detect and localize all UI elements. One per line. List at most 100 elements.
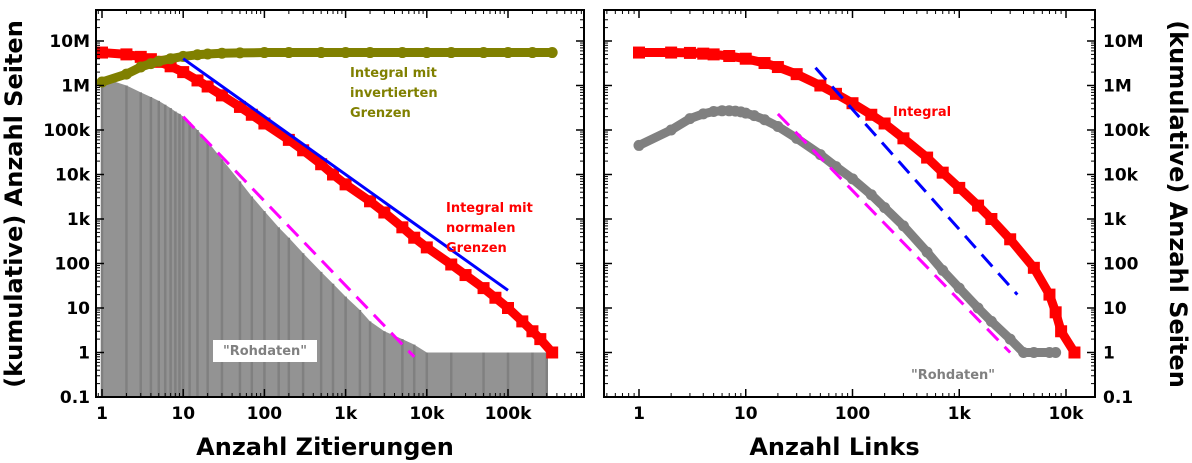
data-point <box>327 168 340 181</box>
data-point <box>339 178 352 191</box>
data-point <box>516 315 529 328</box>
annotation-text: Grenzen <box>446 241 507 256</box>
data-point <box>245 108 258 121</box>
x-tick-label: 10 <box>734 404 758 424</box>
annotation-text: normalen <box>446 221 515 236</box>
series-integral-mit-normalen-grenzen <box>96 46 559 359</box>
data-point <box>748 110 760 122</box>
data-point <box>96 46 108 59</box>
data-point <box>921 151 934 164</box>
annotation: "Rohdaten" <box>213 340 317 362</box>
data-point <box>233 100 246 113</box>
data-point <box>96 76 108 88</box>
x-tick-label: 1k <box>334 404 358 424</box>
data-point <box>1049 306 1062 319</box>
data-point <box>459 269 472 282</box>
series-integral-mit-invertierten-grenzen <box>96 47 558 88</box>
data-point <box>665 124 677 136</box>
data-point <box>234 47 246 59</box>
data-point <box>1043 288 1056 301</box>
data-point <box>723 50 736 63</box>
y-axis-title: (kumulative) Anzahl Seiten <box>0 20 28 388</box>
fit-line <box>182 57 509 292</box>
data-point <box>420 241 433 254</box>
data-point <box>921 246 933 258</box>
data-point <box>878 117 891 130</box>
data-point <box>739 52 752 65</box>
data-point <box>478 47 490 59</box>
x-tick-label: 10 <box>171 404 195 424</box>
data-point <box>1004 333 1016 345</box>
y-tick-label: 10M <box>1103 32 1144 52</box>
data-point <box>134 50 147 63</box>
series-rohdaten <box>633 105 1062 358</box>
data-point <box>445 47 457 59</box>
data-point <box>772 120 784 132</box>
data-point <box>477 282 490 295</box>
data-point <box>633 139 645 151</box>
data-point <box>814 79 827 92</box>
data-point <box>814 149 826 161</box>
y-tick-label: 10k <box>1103 166 1139 186</box>
data-point <box>985 213 998 225</box>
data-point <box>953 181 966 194</box>
data-point <box>445 258 458 271</box>
data-point <box>758 57 771 70</box>
data-point <box>936 166 949 179</box>
data-point <box>665 46 678 59</box>
y-axis-title: (kumulative) Anzahl Seiten <box>1164 20 1192 388</box>
chart-panel-right: 1 10 100 1k 10k 0.1 1 10 100 1k 10k 100k 1M 10M Anzahl… <box>603 9 1192 461</box>
data-point <box>153 55 165 67</box>
data-point <box>421 47 433 59</box>
chart-panel-left: 1 10 100 1k 10k 100k 0.1 1 10 100 1k 10k 100k 1M 10M An… <box>0 9 585 461</box>
data-point <box>697 108 709 120</box>
data-point <box>972 302 984 314</box>
data-point <box>865 108 878 121</box>
histogram-envelope <box>102 77 547 397</box>
y-tick-label: 1 <box>78 344 90 364</box>
data-point <box>546 47 558 59</box>
x-axis-title: Anzahl Zitierungen <box>196 433 454 461</box>
data-point <box>202 48 214 60</box>
y-tick-label: 10M <box>49 32 90 52</box>
fit-line <box>182 115 416 358</box>
data-point <box>633 46 645 59</box>
annotation-text: Integral mit <box>446 201 533 216</box>
data-point <box>683 46 696 59</box>
data-point <box>897 132 910 145</box>
x-tick-label: 100 <box>835 404 871 424</box>
data-point <box>790 68 803 81</box>
y-tick-label: 100k <box>1103 121 1150 141</box>
y-tick-label: 1M <box>1103 77 1132 97</box>
y-tick-label: 100k <box>43 121 90 141</box>
annotation: Integral <box>893 105 951 120</box>
data-point <box>771 61 784 74</box>
x-tick-label: 1k <box>948 404 972 424</box>
y-tick-label: 1M <box>61 77 90 97</box>
data-point <box>502 302 514 314</box>
data-point <box>378 206 391 219</box>
annotation: "Rohdaten" <box>911 368 995 383</box>
data-point <box>534 333 547 346</box>
data-point <box>120 68 132 80</box>
data-point <box>165 53 177 65</box>
data-point <box>1050 347 1062 358</box>
data-point <box>258 47 270 59</box>
data-point <box>865 189 877 201</box>
annotation-text: Grenzen <box>350 106 411 121</box>
y-tick-label: 10k <box>55 166 91 186</box>
annotation-box <box>213 340 317 362</box>
annotation-text: Integral mit <box>350 66 437 81</box>
data-point <box>364 195 377 208</box>
data-point <box>283 47 295 59</box>
data-point <box>1018 347 1030 358</box>
data-point <box>1027 261 1040 274</box>
y-tick-label: 0.1 <box>60 388 90 408</box>
y-tick-label: 10 <box>1103 299 1127 319</box>
data-point <box>191 49 203 61</box>
y-axis: 0.1 1 10 100 1k 10k 100k 1M 10M <box>604 19 1150 408</box>
annotation-text: invertierten <box>350 86 438 101</box>
series-rohdaten <box>100 77 548 397</box>
plot-area <box>633 46 1081 359</box>
x-axis: 1 10 100 1k 10k <box>606 10 1084 424</box>
